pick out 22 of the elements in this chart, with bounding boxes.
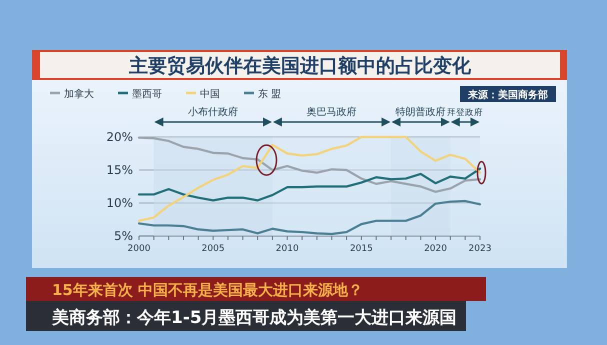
band-label: 小布什政府 xyxy=(188,106,238,118)
source-note: 来源：美国商务部 xyxy=(467,89,548,101)
y-tick-label: 15% xyxy=(106,163,133,177)
chart-title: 主要贸易伙伴在美国进口额中的占比变化 xyxy=(128,55,472,77)
x-tick-label: 2005 xyxy=(202,244,225,254)
x-tick-label: 2023 xyxy=(468,244,492,254)
text: 15年来首次 中国不再是美国最大进口来源地？ xyxy=(52,281,364,299)
y-tick-label: 10% xyxy=(106,196,133,210)
y-tick-label: 5% xyxy=(114,229,133,243)
x-tick-label: 2010 xyxy=(276,244,299,254)
x-tick-label: 2020 xyxy=(424,244,448,254)
legend-label: 东 盟 xyxy=(258,88,282,100)
legend-label: 加拿大 xyxy=(64,88,94,100)
band-label: 特朗普政府 xyxy=(396,106,446,118)
band-label: 拜登政府 xyxy=(447,107,484,118)
legend-label: 中国 xyxy=(200,88,220,100)
band-label: 奥巴马政府 xyxy=(306,106,357,118)
y-tick-label: 20% xyxy=(106,130,133,144)
text: 美商务部：今年1-5月墨西哥成为美第一大进口来源国 xyxy=(51,308,457,328)
x-tick-label: 2015 xyxy=(350,244,373,254)
legend-label: 墨西哥 xyxy=(132,89,162,100)
x-tick-label: 2000 xyxy=(128,244,151,254)
